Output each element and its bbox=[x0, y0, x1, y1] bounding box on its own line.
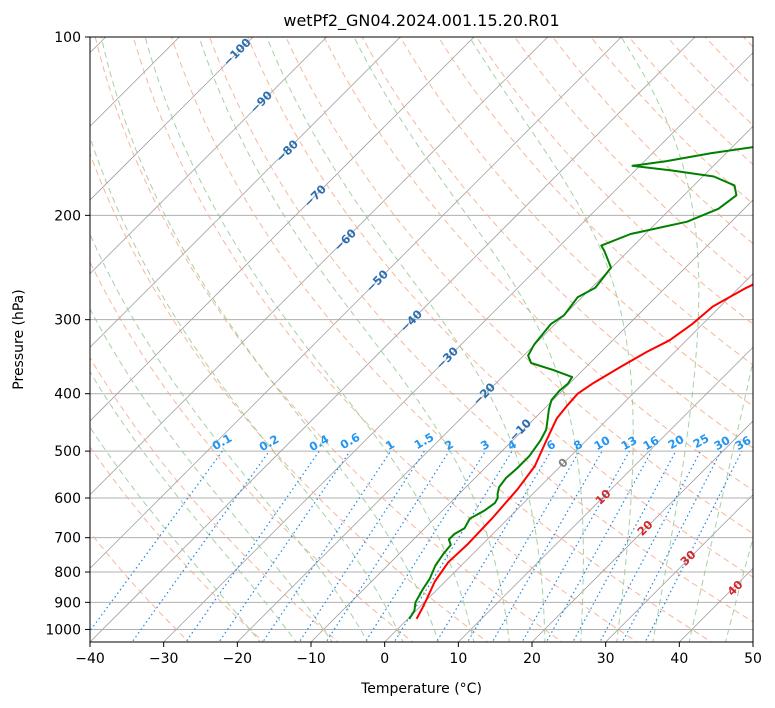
moist-adiabat-line bbox=[688, 358, 753, 642]
x-tick-label: 0 bbox=[380, 651, 389, 667]
isotherm-line bbox=[90, 37, 696, 642]
mixing-ratio-line bbox=[131, 450, 270, 642]
mixing-ratio-line bbox=[393, 450, 513, 642]
moist-adiabat-line bbox=[90, 426, 261, 642]
isotherm-line bbox=[605, 494, 753, 642]
mixing-ratio-line bbox=[621, 450, 722, 642]
dry-adiabat-line bbox=[590, 37, 753, 205]
y-tick-label: 400 bbox=[54, 387, 81, 403]
dry-adiabat-line bbox=[90, 152, 489, 642]
y-axis-label: Pressure (hPa) bbox=[11, 289, 27, 389]
x-axis-label: Temperature (°C) bbox=[360, 681, 482, 697]
dry-adiabat-line bbox=[90, 356, 339, 642]
dry-adiabat-line bbox=[437, 37, 753, 366]
mixing-ratio-line bbox=[572, 450, 677, 642]
isotherm-line bbox=[90, 37, 328, 275]
isotherm-line bbox=[163, 52, 753, 642]
dry-adiabat-line bbox=[132, 37, 638, 642]
mixing-ratio-line bbox=[435, 450, 552, 642]
y-tick-label: 300 bbox=[54, 313, 81, 329]
moist-adiabat-line bbox=[90, 232, 369, 642]
x-tick-label: 50 bbox=[744, 651, 762, 667]
moist-adiabat-line bbox=[266, 37, 546, 642]
isotherm-line bbox=[90, 37, 549, 496]
isotherm-line bbox=[90, 37, 254, 201]
dry-adiabat-line bbox=[90, 446, 265, 642]
data-series bbox=[408, 146, 753, 620]
chart-title: wetPf2_GN04.2024.001.15.20.R01 bbox=[283, 11, 559, 31]
mixing-ratio-line bbox=[644, 450, 743, 642]
x-tick-label: −30 bbox=[149, 651, 179, 667]
x-tick-label: −40 bbox=[75, 651, 105, 667]
y-tick-label: 500 bbox=[54, 444, 81, 460]
y-tick-label: 900 bbox=[54, 595, 81, 611]
y-tick-label: 200 bbox=[54, 208, 81, 224]
mixing-ratio-line bbox=[466, 450, 580, 642]
y-tick-label: 800 bbox=[54, 565, 81, 581]
dry-adiabat-line bbox=[94, 37, 564, 642]
y-tick-label: 700 bbox=[54, 531, 81, 547]
dry-adiabat-line bbox=[90, 260, 414, 642]
mixing-ratio-label: 13 bbox=[619, 433, 640, 453]
moist-adiabat-line bbox=[725, 536, 753, 642]
temperature-line bbox=[415, 283, 753, 620]
moist-adiabat-line bbox=[620, 37, 700, 642]
dry-adiabat-line bbox=[475, 37, 753, 325]
moist-adiabat-line bbox=[100, 37, 440, 642]
mixing-ratio-line bbox=[218, 450, 351, 642]
isotherm-line bbox=[90, 37, 622, 569]
dry-adiabat-line bbox=[628, 37, 753, 166]
mixing-ratio-label: 20 bbox=[666, 432, 687, 452]
mixing-ratio-line bbox=[521, 450, 631, 642]
dry-adiabat-line bbox=[247, 37, 753, 578]
moist-adiabat-line bbox=[90, 135, 404, 642]
mixing-ratio-line bbox=[185, 450, 320, 642]
y-tick-label: 100 bbox=[54, 30, 81, 46]
mixing-ratio-label: 25 bbox=[691, 431, 712, 451]
x-tick-label: −20 bbox=[223, 651, 253, 667]
x-tick-label: 20 bbox=[523, 651, 541, 667]
dewpoint-line bbox=[408, 146, 753, 620]
y-tick-label: 1000 bbox=[45, 622, 81, 638]
x-tick-label: 10 bbox=[449, 651, 467, 667]
x-tick-label: 40 bbox=[670, 651, 688, 667]
mixing-ratio-line bbox=[262, 450, 392, 642]
mixing-ratio-line bbox=[545, 450, 653, 642]
isotherm-line bbox=[236, 125, 753, 642]
mixing-ratio-label: 36 bbox=[733, 433, 754, 453]
moist-adiabat-line bbox=[469, 37, 634, 642]
mixing-ratio-line bbox=[364, 450, 486, 642]
moist-adiabat-line bbox=[198, 37, 510, 642]
y-tick-label: 600 bbox=[54, 491, 81, 507]
x-tick-label: −10 bbox=[296, 651, 326, 667]
isotherm-line bbox=[310, 199, 753, 642]
isotherm-line bbox=[531, 420, 753, 642]
moist-adiabat-line bbox=[144, 37, 475, 642]
x-axis: −40 −30 −20 −10 0 10 20 30 40 50 bbox=[75, 642, 762, 667]
plot-frame bbox=[89, 36, 754, 643]
dry-adiabat-line bbox=[399, 37, 753, 407]
mixing-ratio-line bbox=[491, 450, 603, 642]
x-tick-label: 30 bbox=[597, 651, 615, 667]
isotherm-line bbox=[457, 346, 753, 642]
chart-background-lines bbox=[90, 37, 753, 642]
mixing-ratio-label: 10 bbox=[592, 433, 613, 453]
dry-adiabat-line bbox=[171, 37, 713, 642]
mixing-ratio-label: 16 bbox=[641, 433, 662, 453]
moist-adiabat-line bbox=[353, 37, 584, 642]
dry-adiabat-line bbox=[514, 37, 753, 285]
y-axis: 100 200 300 400 500 600 700 800 900 1000 bbox=[45, 30, 90, 638]
dry-adiabat-line bbox=[361, 37, 753, 449]
dry-adiabat-line bbox=[209, 37, 753, 623]
isotherm-line bbox=[90, 37, 475, 422]
mixing-ratio-line bbox=[599, 450, 702, 642]
moist-adiabat-line bbox=[90, 308, 333, 642]
isotherm-line bbox=[384, 273, 753, 642]
dry-adiabat-line bbox=[285, 37, 753, 535]
moist-adiabat-line bbox=[90, 370, 297, 642]
mixing-ratio-label: 30 bbox=[712, 433, 733, 453]
